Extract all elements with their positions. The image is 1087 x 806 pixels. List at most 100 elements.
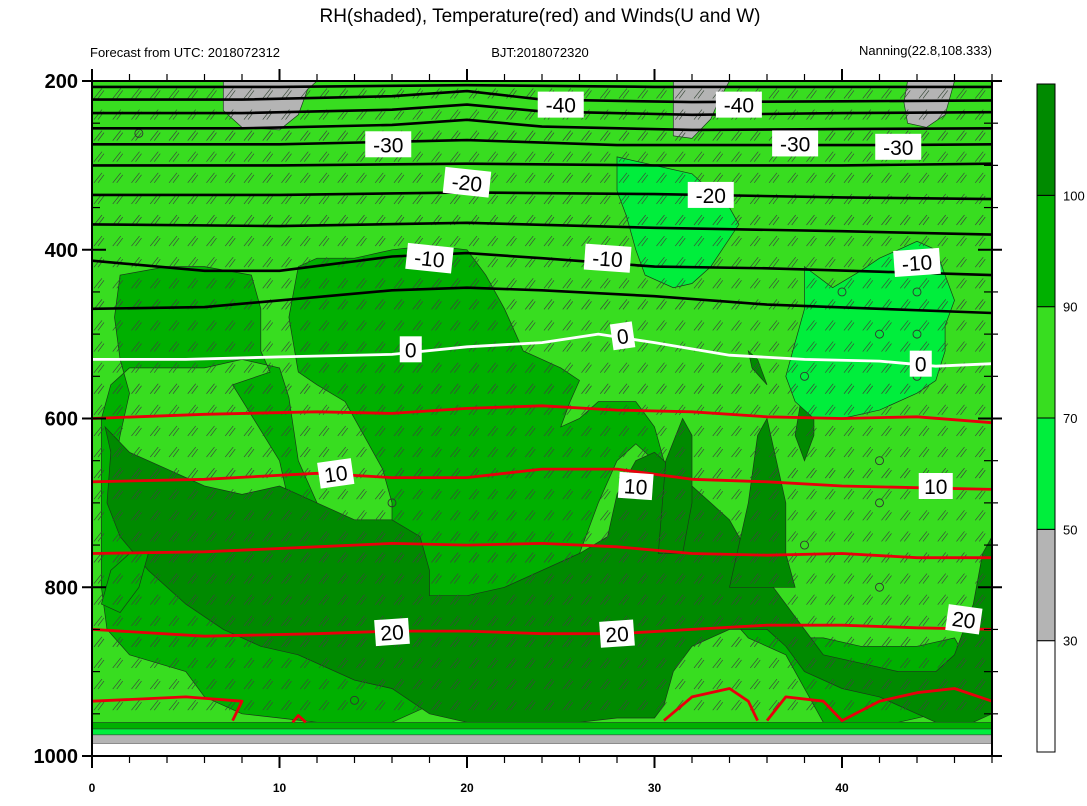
wind-barb [449, 552, 461, 563]
wind-barb [262, 130, 274, 141]
wind-barb [468, 109, 480, 120]
contour-label-text: -10 [592, 247, 624, 272]
wind-barb [843, 278, 855, 289]
wind-barb [187, 531, 199, 542]
wind-barb [637, 151, 649, 162]
wind-barb [93, 383, 105, 394]
wind-barb [994, 278, 1004, 288]
wind-barb [768, 678, 780, 690]
wind-barb [318, 636, 330, 648]
wind-barb [674, 383, 686, 394]
wind-barb [112, 130, 124, 141]
wind-barb [862, 278, 874, 289]
wind-barb [674, 573, 686, 584]
wind-barb [562, 657, 574, 669]
wind-barb [674, 299, 686, 310]
contour-label-box [617, 471, 654, 501]
wind-barb [918, 341, 930, 352]
wind-barb [581, 573, 592, 584]
calm-wind-markers [134, 128, 922, 705]
wind-barb [581, 299, 592, 310]
wind-barb [843, 573, 855, 584]
wind-barb [206, 699, 217, 711]
wind-barb [449, 636, 461, 648]
wind-barb [337, 151, 349, 162]
wind-barb [637, 425, 649, 437]
wind-barb [431, 362, 442, 373]
wind-barb [824, 467, 836, 479]
contour-label-box [317, 458, 355, 489]
wind-barb [131, 573, 142, 584]
wind-barb [862, 235, 874, 247]
wind-barb [581, 362, 592, 373]
wind-barb [149, 510, 161, 521]
wind-barb [262, 594, 274, 605]
wind-barb [787, 341, 799, 352]
wind-barb [262, 256, 274, 268]
wind-barb [599, 573, 611, 584]
wind-barb [824, 278, 836, 289]
wind-barb [974, 573, 986, 584]
wind-barb [956, 214, 967, 226]
wind-barb [468, 320, 480, 331]
wind-barb [543, 193, 555, 205]
wind-barb [768, 573, 780, 584]
wind-barb [618, 425, 630, 437]
wind-barb [187, 678, 199, 690]
station-location-label: Nanning(22.8,108.333) [859, 43, 992, 58]
wind-barb [243, 383, 255, 394]
wind-barb [693, 172, 705, 184]
wind-barb [131, 615, 142, 626]
wind-barb [224, 446, 236, 458]
wind-barb [337, 573, 349, 584]
wind-barb [918, 573, 930, 584]
wind-barb [243, 341, 255, 352]
wind-barb [956, 510, 967, 521]
calm-wind-marker [800, 540, 809, 550]
wind-barb [318, 235, 330, 247]
wind-barb [618, 362, 630, 373]
colorbar-tick-label: 90 [1063, 300, 1077, 315]
wind-barb [131, 151, 142, 162]
wind-barb [281, 657, 292, 669]
wind-barb [599, 552, 611, 563]
wind-barb [262, 552, 274, 563]
wind-barb [806, 446, 817, 458]
wind-barb [412, 172, 424, 184]
rh-surface-band-2 [92, 734, 992, 744]
wind-barb [899, 636, 911, 648]
wind-barb [712, 489, 724, 500]
wind-barb [994, 700, 1004, 710]
wind-barb [412, 446, 424, 458]
wind-barb [506, 446, 517, 458]
wind-barb [749, 130, 761, 141]
wind-barb [374, 320, 386, 331]
wind-barb [881, 699, 892, 711]
wind-barb [956, 699, 967, 711]
wind-barb [374, 341, 386, 352]
wind-barb [299, 636, 311, 648]
wind-barb [674, 278, 686, 289]
wind-barb [956, 657, 967, 669]
wind-barb [299, 425, 311, 437]
wind-barb [581, 615, 592, 626]
wind-barb [356, 615, 367, 626]
wind-barb [187, 615, 199, 626]
wind-barb [937, 404, 949, 416]
wind-barb [431, 678, 442, 690]
wind-barb [393, 425, 405, 437]
wind-barb [187, 657, 199, 669]
hour-tick-label: 10 [273, 781, 287, 795]
wind-barb [994, 468, 1004, 478]
wind-barb [974, 299, 986, 310]
wind-barb [487, 383, 499, 394]
wind-barb [506, 235, 517, 247]
wind-barb [449, 531, 461, 542]
wind-barb [224, 573, 236, 584]
contour-label-text: -40 [724, 95, 754, 118]
contour-label-text: -20 [696, 185, 726, 208]
wind-barb [843, 214, 855, 226]
wind-barb [637, 214, 649, 226]
wind-barb [487, 425, 499, 437]
wind-barb [581, 341, 592, 352]
